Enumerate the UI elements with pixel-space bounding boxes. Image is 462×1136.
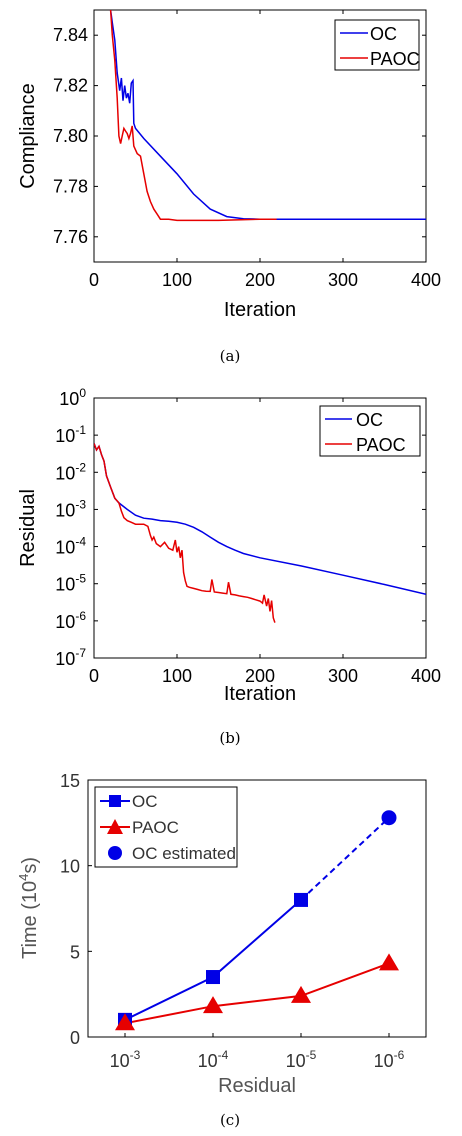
panel-c-legend: OC PAOC OC estimated [94,786,238,868]
panel-a-y-tick-label: 7.76 [53,227,88,247]
panel-a-ylabel: Compliance [17,83,39,189]
panel-c-y-tick-label: 5 [70,942,80,962]
panel-c: 10-3 10-4 10-5 10-6 0 5 10 15 Residual Time (1… [16,771,427,1129]
panel-c-point-paoc [291,985,311,1003]
panel-b-y-tick-label: 10-1 [55,423,86,446]
panel-b-x-tick-label: 0 [89,666,99,686]
panel-b-legend-box [319,405,421,457]
panel-c-ylabel-post: s) [19,857,41,874]
panel-c-caption: (c) [220,1111,240,1129]
panel-c-y-tick-label: 0 [70,1028,80,1048]
panel-b-legend-oc: OC [356,410,383,430]
panel-c-x-ticks: 10-3 10-4 10-5 10-6 [110,1033,405,1071]
panel-b-line-oc [94,443,426,596]
panel-c-ylabel: Time (104s) [16,857,41,959]
panel-a-x-tick-label: 0 [89,270,99,290]
panel-c-xlabel: Residual [218,1075,296,1097]
panel-a-y-ticks: 7.76 7.78 7.80 7.82 7.84 [53,25,426,247]
panel-b-y-tick-label: 10-2 [55,460,86,483]
panel-c-series [115,810,399,1031]
panel-b-y-tick-label: 10-7 [55,646,86,669]
panel-a-y-tick-label: 7.84 [53,25,88,45]
panel-a-legend-paoc: PAOC [370,49,420,69]
panel-b-x-tick-label: 300 [328,666,358,686]
panel-b-x-tick-label: 400 [411,666,441,686]
panel-c-x-tick-label: 10-5 [286,1048,317,1071]
panel-a-legend-oc: OC [370,24,397,44]
panel-b-y-tick-label: 10-6 [55,609,86,632]
panel-a: 0 100 200 300 400 7.76 7.78 7.80 7.82 7.84 Itera… [17,9,441,365]
panel-c-legend-est-marker [108,846,122,860]
panel-c-y-tick-label: 10 [60,857,80,877]
panel-a-x-tick-label: 200 [245,270,275,290]
panel-a-caption: (a) [220,347,241,365]
panel-b-y-ticks: 100 10-1 10-2 10-3 10-4 10-5 10-6 10-7 [55,386,426,669]
panel-c-point-oc-estimated [381,810,397,826]
panel-c-line-paoc [124,962,390,1025]
panel-b-x-ticks: 0 100 200 300 400 [89,398,441,686]
panel-b-legend-paoc: PAOC [356,435,406,455]
panel-c-x-tick-label: 10-6 [374,1048,405,1071]
panel-b-y-tick-label: 10-5 [55,572,86,595]
panel-c-x-tick-label: 10-3 [110,1048,141,1071]
panel-c-ylabel-pre: Time (10 [19,881,41,959]
panel-b-line-paoc [94,443,276,623]
panel-b-x-tick-label: 100 [162,666,192,686]
panel-b-y-tick-label: 100 [59,386,86,409]
panel-c-y-tick-label: 15 [60,771,80,791]
panel-a-y-tick-label: 7.82 [53,76,88,96]
panel-a-x-ticks: 0 100 200 300 400 [89,10,441,290]
panel-c-axes-box [87,779,427,1038]
panel-c-legend-paoc-marker [107,819,123,834]
panel-c-legend-oc-marker [109,795,121,807]
panel-c-y-ticks: 0 5 10 15 [60,771,92,1048]
panel-c-ylabel-sup: 4 [16,874,31,881]
panel-b-xlabel: Iteration [224,683,296,705]
panel-a-x-tick-label: 300 [328,270,358,290]
panel-b-ylabel: Residual [17,489,39,567]
panel-b-x-tick-label: 200 [245,666,275,686]
panel-a-y-tick-label: 7.78 [53,176,88,196]
panel-b: 0 100 200 300 400 100 10-1 10-2 10-3 10-4 10-5 10-… [17,386,441,747]
panel-c-point-paoc [115,1013,135,1031]
panel-c-line-oc-estimated [300,816,390,901]
panel-c-point-oc [294,892,308,907]
panel-b-series [94,443,426,623]
panel-a-legend-box [334,19,420,71]
panel-a-series [109,10,426,222]
panel-c-point-oc [206,970,220,985]
panel-c-x-tick-label: 10-4 [198,1048,229,1071]
panel-a-line-paoc [109,10,277,222]
panel-b-y-tick-label: 10-3 [55,497,86,520]
panel-b-caption: (b) [219,729,240,747]
panel-a-x-tick-label: 400 [411,270,441,290]
panel-c-legend-oc: OC [132,792,158,811]
panel-a-legend: OC PAOC [334,19,420,71]
panel-a-xlabel: Iteration [224,299,296,321]
panel-a-y-tick-label: 7.80 [53,126,88,146]
panel-c-legend-est: OC estimated [132,844,236,863]
panel-a-x-tick-label: 100 [162,270,192,290]
panel-c-point-paoc [203,996,223,1014]
panel-c-legend-paoc: PAOC [132,818,179,837]
panel-b-legend: OC PAOC [319,405,421,457]
panel-b-y-tick-label: 10-4 [55,535,86,558]
panel-c-point-paoc [379,953,399,971]
